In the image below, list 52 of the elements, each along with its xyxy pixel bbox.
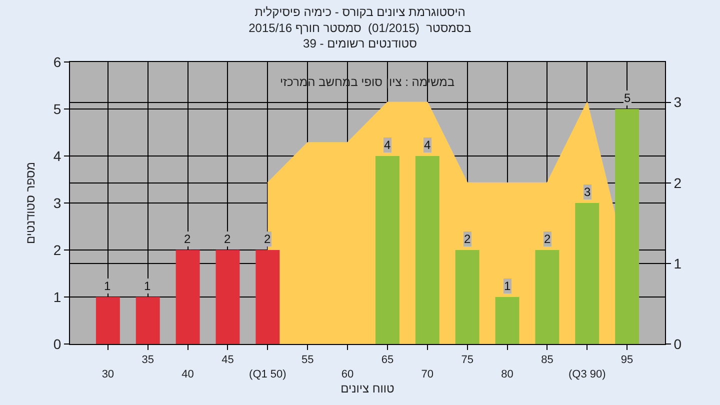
bar [176, 250, 200, 344]
y-tick-label: 0 [53, 336, 62, 352]
y-tick-label: 4 [53, 148, 62, 164]
y-tick-label: 2 [53, 242, 62, 258]
bar [96, 297, 120, 344]
x-tick-label: 80 [501, 368, 514, 380]
y2-tick-label: 1 [674, 255, 682, 272]
y2-tick-label: 3 [674, 94, 682, 110]
x-tick-label: 75 [461, 354, 474, 366]
x-tick-label: 55 [301, 354, 314, 366]
data-label: 5 [624, 91, 631, 105]
x-tick-label: (Q3 90) [568, 368, 606, 380]
bar [495, 297, 520, 344]
data-label: 2 [224, 232, 231, 246]
x-tick-label: 60 [341, 368, 354, 380]
data-label: 4 [384, 138, 391, 152]
data-label: 2 [464, 232, 471, 246]
bar [136, 297, 160, 344]
y2-tick-label: 0 [674, 336, 682, 352]
x-tick-label: 40 [182, 368, 194, 380]
y-tick-label: 1 [53, 288, 62, 305]
data-label: 2 [264, 232, 271, 246]
data-label: 2 [184, 232, 191, 246]
x-tick-label: (Q1 50) [249, 368, 286, 380]
bar [216, 250, 240, 344]
bar [415, 156, 440, 344]
x-tick-label: 70 [421, 368, 434, 380]
data-label: 2 [544, 232, 551, 246]
x-axis-title: טווח ציונים [340, 381, 395, 396]
bar [535, 250, 560, 344]
bar [375, 156, 400, 344]
data-label: 1 [104, 279, 111, 293]
y-tick-label: 6 [53, 54, 62, 70]
data-label: 3 [584, 185, 591, 199]
x-tick-label: 35 [142, 354, 154, 366]
bar [256, 250, 280, 344]
data-label: 1 [144, 279, 151, 293]
data-label: 1 [504, 279, 511, 293]
bar [575, 203, 600, 344]
x-tick-label: 30 [102, 368, 114, 380]
y-tick-label: 3 [53, 194, 62, 211]
y-tick-label: 5 [53, 100, 62, 117]
y-axis-title: מספר סטודנטים [24, 162, 38, 244]
y2-tick-label: 2 [674, 174, 682, 191]
data-label: 4 [424, 138, 431, 152]
x-tick-label: 85 [541, 354, 554, 366]
bar [455, 250, 480, 344]
x-tick-label: 45 [222, 354, 234, 366]
chart-title: היסטוגרמת ציונים בקורס - כימיה פיסיקלית בסמסטר (01/2015) סמסטר חורף 2015/16 סטודנטים רשומים - 39 [248, 5, 472, 50]
bar [615, 109, 640, 344]
x-tick-label: 65 [381, 354, 394, 366]
x-tick-label: 95 [620, 354, 634, 366]
